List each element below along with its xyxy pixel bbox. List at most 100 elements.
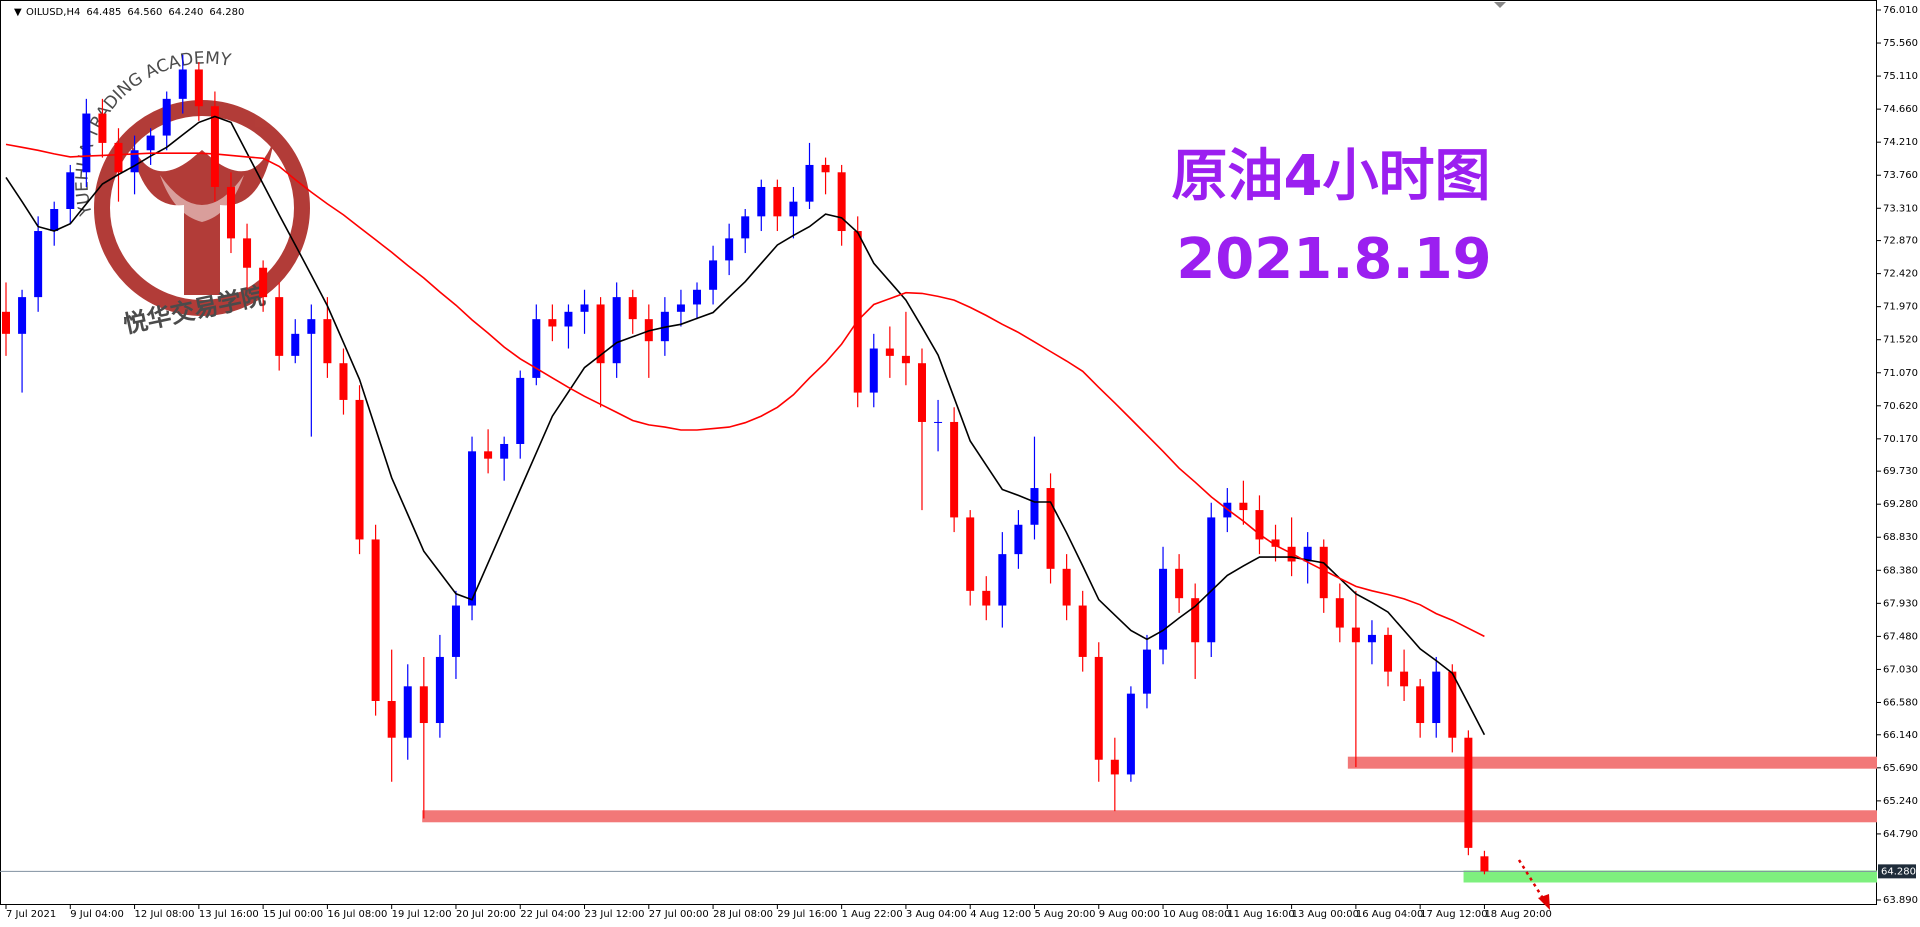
y-tick-label: 69.730	[1883, 466, 1918, 477]
candle-body	[1384, 634, 1393, 672]
y-tick-label: 72.420	[1883, 269, 1918, 280]
candle-body	[50, 209, 59, 232]
logo-ring	[94, 100, 310, 316]
candle-body	[435, 656, 444, 724]
plot-frame	[0, 0, 1877, 905]
x-tick-label: 29 Jul 16:00	[777, 909, 837, 920]
candle-body	[869, 348, 878, 393]
candle-body	[821, 164, 830, 173]
header-arrow: ▼	[14, 7, 22, 18]
y-tick-label: 67.930	[1883, 598, 1918, 609]
candle-body	[18, 297, 27, 334]
candle-body	[612, 297, 621, 364]
candle-body	[307, 319, 316, 334]
x-tick-label: 10 Aug 08:00	[1163, 909, 1230, 920]
y-tick-label: 66.140	[1883, 730, 1918, 741]
x-tick-label: 18 Aug 20:00	[1484, 909, 1551, 920]
candle-body	[580, 304, 589, 312]
candle-body	[1335, 598, 1344, 628]
candle-body	[1207, 517, 1216, 643]
candle-body	[789, 201, 798, 217]
candle-body	[885, 348, 894, 356]
candle-body	[194, 69, 203, 107]
y-tick-label: 71.070	[1883, 368, 1918, 379]
y-tick-label: 74.210	[1883, 137, 1918, 148]
y-tick-label: 65.240	[1883, 796, 1918, 807]
candle-body	[901, 355, 910, 364]
candle-body	[114, 142, 123, 173]
candle-body	[757, 186, 766, 217]
candle-body	[1400, 671, 1409, 687]
y-tick-label: 75.560	[1883, 38, 1918, 49]
moving-average	[5, 143, 1485, 638]
candle-body	[210, 106, 219, 187]
candle-body	[34, 231, 43, 298]
candle-body	[323, 319, 332, 364]
candle-body	[676, 304, 685, 312]
candle-body	[468, 451, 477, 606]
header-item: 64.240	[168, 7, 203, 18]
y-tick-label: 70.170	[1883, 434, 1918, 445]
candle-body	[291, 333, 300, 356]
x-tick-label: 16 Jul 08:00	[327, 909, 387, 920]
header: OILUSD,H4 64.485 64.560 64.240 64.280	[26, 7, 244, 18]
candle-body	[2, 311, 10, 334]
chart-title: 原油4小时图	[1172, 144, 1491, 209]
candle-body	[66, 172, 75, 210]
header-item: 64.485	[86, 7, 121, 18]
candle-body	[371, 539, 380, 701]
x-tick-label: 11 Aug 16:00	[1227, 909, 1294, 920]
moving-average	[5, 115, 1486, 736]
forecast-arrow-head	[1538, 894, 1550, 910]
candle-body	[226, 186, 235, 239]
y-tick-label: 72.870	[1883, 236, 1918, 247]
logo-emblem-detail	[160, 175, 244, 222]
y-tick-label: 68.380	[1883, 565, 1918, 576]
candle-body	[1271, 539, 1280, 547]
chart-subtitle: 2021.8.19	[1176, 227, 1491, 292]
candle-body	[917, 363, 926, 422]
candle-body	[1239, 502, 1248, 511]
header-item: 64.560	[127, 7, 162, 18]
candle-body	[532, 319, 541, 378]
candle-body	[484, 451, 493, 459]
logo-emblem	[130, 140, 274, 295]
x-tick-label: 3 Aug 04:00	[906, 909, 967, 920]
candle-body	[1432, 671, 1441, 724]
candle-body	[1191, 598, 1200, 643]
x-tick-label: 4 Aug 12:00	[970, 909, 1031, 920]
candle-body	[564, 311, 573, 327]
price-zone	[1463, 870, 1877, 883]
candle-body	[162, 98, 171, 136]
y-tick-label: 71.970	[1883, 302, 1918, 313]
y-tick-label: 74.660	[1883, 104, 1918, 115]
y-tick-label: 73.760	[1883, 170, 1918, 181]
x-tick-label: 13 Aug 00:00	[1292, 909, 1359, 920]
y-tick-label: 70.620	[1883, 401, 1918, 412]
candle-body	[1464, 737, 1473, 848]
x-tick-label: 20 Jul 20:00	[456, 909, 516, 920]
candle-body	[1110, 759, 1119, 775]
candle-body	[259, 267, 268, 298]
candle-body	[1175, 568, 1184, 599]
x-tick-label: 1 Aug 22:00	[842, 909, 903, 920]
forecast-arrow	[1517, 859, 1546, 901]
x-tick-label: 27 Jul 00:00	[649, 909, 709, 920]
candle-body	[1448, 671, 1457, 738]
y-tick-label: 69.280	[1883, 499, 1918, 510]
candle-body	[1255, 510, 1264, 540]
y-tick-label: 64.790	[1883, 829, 1918, 840]
candle-body	[98, 113, 107, 143]
y-tick-label: 75.110	[1883, 71, 1918, 82]
last-price-label: 64.280	[1881, 866, 1916, 877]
candle-body	[950, 421, 959, 518]
candle-body	[628, 297, 637, 320]
candle-body	[1126, 693, 1135, 775]
shift-marker	[1494, 2, 1506, 8]
x-tick-label: 9 Jul 04:00	[70, 909, 124, 920]
candle-body	[1351, 627, 1360, 643]
candle-body	[82, 113, 91, 173]
candle-body	[1319, 546, 1328, 599]
header-item: 64.280	[209, 7, 244, 18]
